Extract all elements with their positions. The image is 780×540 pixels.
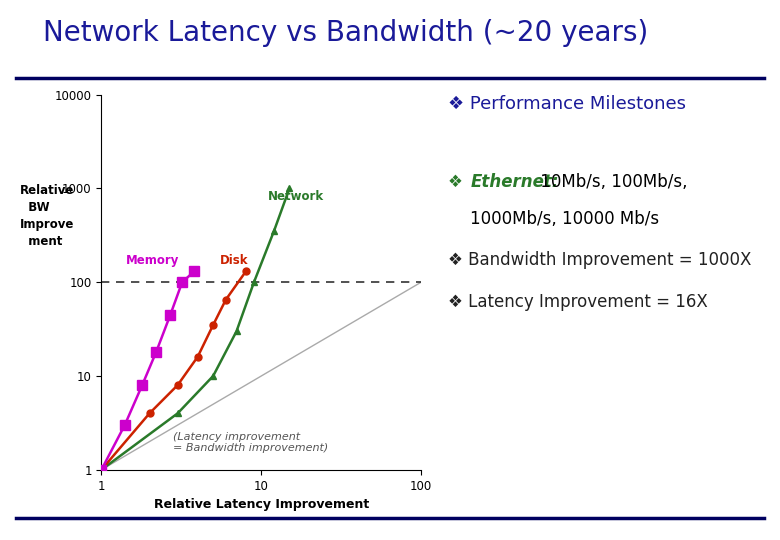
- Text: 1000Mb/s, 10000 Mb/s: 1000Mb/s, 10000 Mb/s: [470, 210, 659, 227]
- Text: Disk: Disk: [220, 254, 248, 267]
- Text: (Latency improvement
= Bandwidth improvement): (Latency improvement = Bandwidth improve…: [173, 431, 328, 453]
- Text: Network Latency vs Bandwidth (~20 years): Network Latency vs Bandwidth (~20 years): [43, 19, 648, 47]
- Text: ❖ Latency Improvement = 16X: ❖ Latency Improvement = 16X: [448, 293, 708, 311]
- Text: Relative
  BW
Improve
  ment: Relative BW Improve ment: [20, 184, 74, 248]
- Text: ❖ Performance Milestones: ❖ Performance Milestones: [448, 94, 686, 112]
- Text: ❖: ❖: [448, 173, 469, 191]
- Text: Memory: Memory: [126, 254, 179, 267]
- Text: ❖ Bandwidth Improvement = 1000X: ❖ Bandwidth Improvement = 1000X: [448, 251, 752, 269]
- X-axis label: Relative Latency Improvement: Relative Latency Improvement: [154, 498, 369, 511]
- Text: Network: Network: [268, 190, 324, 203]
- Text: Ethernet:: Ethernet:: [470, 173, 558, 191]
- Text: 10Mb/s, 100Mb/s,: 10Mb/s, 100Mb/s,: [535, 173, 688, 191]
